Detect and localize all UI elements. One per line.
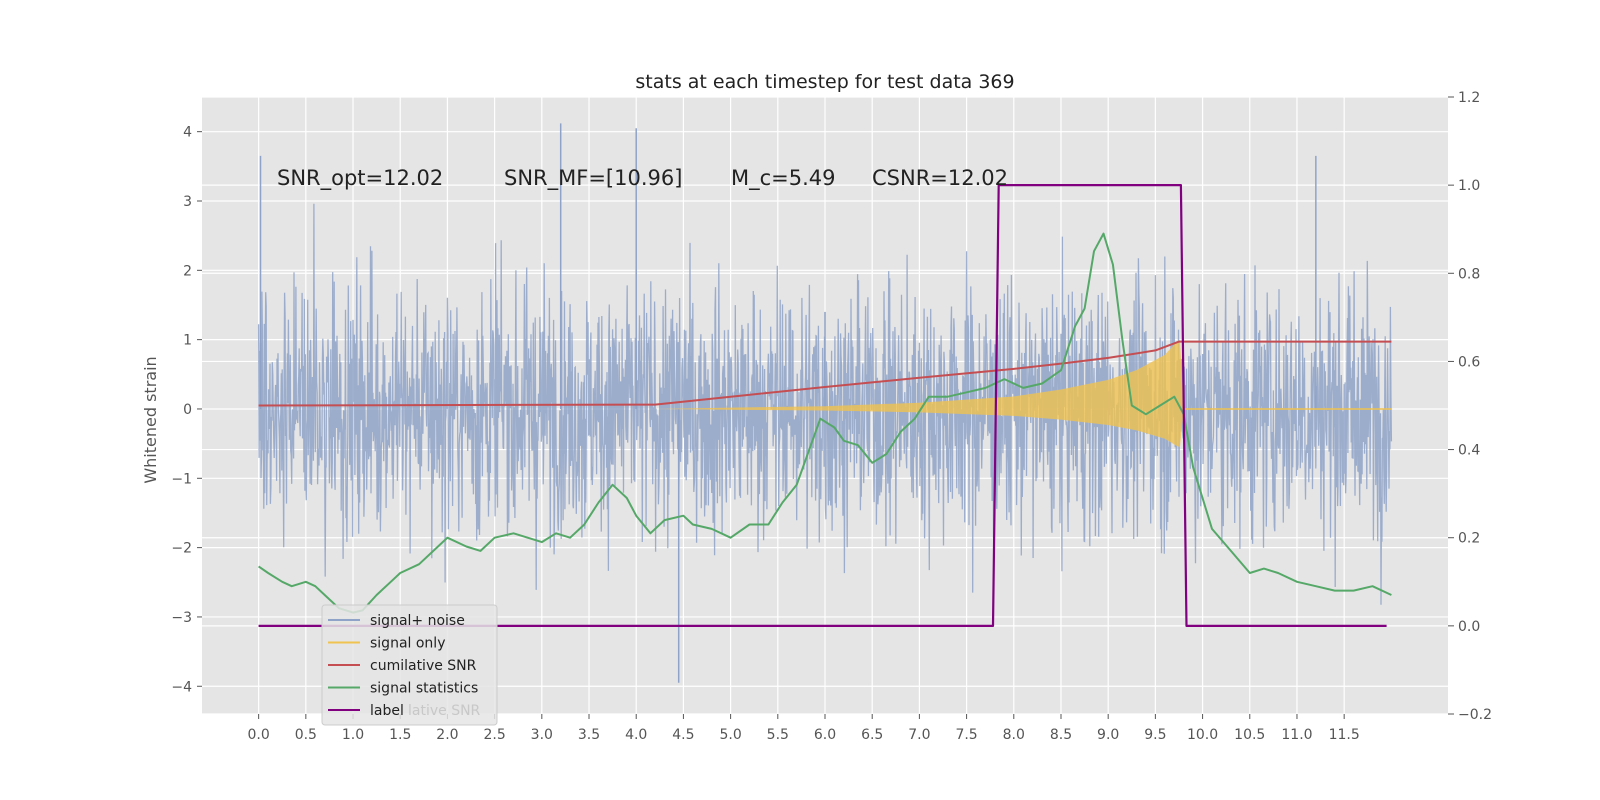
legend-label: signal only [370,636,445,652]
x-tick-label: 4.5 [672,727,694,743]
y-tick-label: −2 [171,541,192,557]
chart-marks [257,123,1393,683]
x-tick-label: 0.0 [248,727,270,743]
x-tick-label: 6.5 [861,727,883,743]
y2-tick-label: 0.8 [1458,266,1480,282]
legend-ghost-text: lative SNR [408,703,481,719]
axes: 0.0 0.5 1.0 1.5 2.0 2.5 3.0 3.5 4.0 4.5 5.0 5.5 6.0 6… [171,90,1492,743]
x-tick-label: 7.5 [955,727,977,743]
legend-box [321,604,498,726]
x-tick-label: 1.5 [389,727,411,743]
x-tick-label: 4.0 [625,727,647,743]
legend: lative SNR signal+ noise signal only cumil… [321,604,498,726]
y-tick-label: 0 [183,402,192,418]
x-tick-label: 1.0 [342,727,364,743]
x-tick-label: 5.0 [719,727,741,743]
y-axis-title: Whitened strain [141,356,160,483]
series-cumulative-snr [258,340,1392,407]
x-tick-label: 11.0 [1281,727,1312,743]
y2-tick-label: 0.2 [1458,531,1480,547]
legend-label: signal statistics [370,681,478,697]
x-tick-label: 2.5 [483,727,505,743]
y2-tick-label: 1.2 [1458,90,1480,106]
annotation-csnr: CSNR=12.02 [872,166,1008,190]
annotation-snr-opt: SNR_opt=12.02 [277,166,443,191]
y-tick-label: 3 [183,194,192,210]
y2-tick-label: 0.0 [1458,619,1480,635]
y2-tick-label: 0.4 [1458,443,1480,459]
x-tick-label: 9.5 [1144,727,1166,743]
x-tick-label: 2.0 [436,727,458,743]
chart-title: stats at each timestep for test data 369 [635,71,1014,93]
y2-tick-label: 0.6 [1458,354,1480,370]
y-tick-label: 2 [183,263,192,279]
x-tick-label: 8.0 [1003,727,1025,743]
series-signal-statistics [258,232,1392,614]
series-label [258,184,1387,627]
y-tick-label: 4 [183,125,192,141]
x-tick-label: 10.0 [1187,727,1218,743]
x-tick-label: 3.5 [578,727,600,743]
y-tick-label: −1 [171,471,192,487]
annotation-mc: M_c=5.49 [731,166,836,191]
legend-label: signal+ noise [370,613,465,629]
annotation-snr-mf: SNR_MF=[10.96] [504,166,682,191]
x-tick-label: 10.5 [1234,727,1265,743]
legend-label: label [370,703,404,719]
x-tick-label: 11.5 [1329,727,1360,743]
y-tick-label: 1 [183,333,192,349]
y2-tick-label: 1.0 [1458,178,1480,194]
legend-label: cumilative SNR [370,658,477,674]
y2-tick-label: −0.2 [1458,707,1492,723]
x-tick-label: 3.0 [531,727,553,743]
x-tick-label: 7.0 [908,727,930,743]
x-tick-label: 5.5 [767,727,789,743]
x-tick-label: 8.5 [1050,727,1072,743]
annotations: SNR_opt=12.02 SNR_MF=[10.96] M_c=5.49 CS… [277,166,1008,191]
y-tick-label: −4 [171,679,192,695]
x-tick-label: 6.0 [814,727,836,743]
y-tick-label: −3 [171,610,192,626]
series-signal-only [258,339,1392,448]
x-tick-label: 9.0 [1097,727,1119,743]
x-tick-label: 0.5 [295,727,317,743]
